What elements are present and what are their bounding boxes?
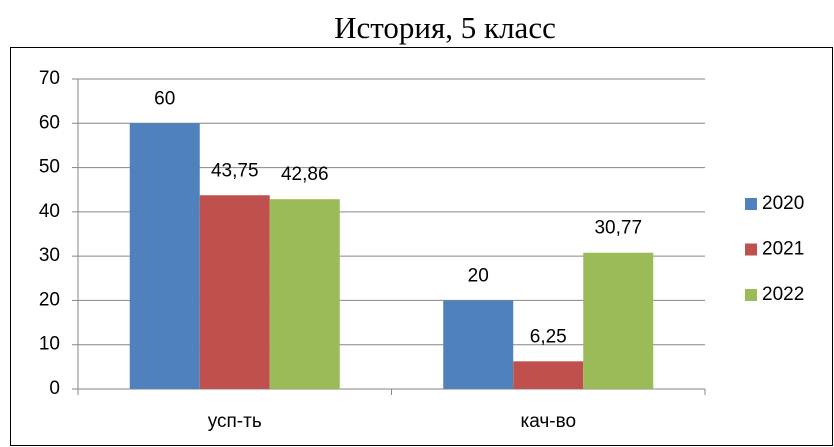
legend-label: 2022 (762, 284, 804, 305)
y-tick-label: 60 (39, 112, 60, 133)
bar (199, 195, 270, 389)
data-label: 30,77 (594, 218, 642, 239)
bar (583, 252, 654, 389)
chart-title: История, 5 класс (334, 10, 556, 45)
y-tick-label: 10 (39, 334, 60, 355)
legend-swatch (745, 289, 757, 301)
data-label: 6,25 (530, 326, 567, 347)
bar (443, 300, 514, 389)
data-label: 42,86 (281, 164, 329, 185)
x-tick-label: усп-ть (208, 411, 262, 432)
legend-swatch (745, 243, 757, 256)
y-tick-label: 50 (39, 157, 60, 178)
y-tick-label: 40 (39, 201, 60, 222)
x-tick-label: кач-во (520, 411, 576, 432)
y-tick-label: 70 (39, 68, 60, 89)
data-label: 43,75 (211, 160, 259, 181)
y-tick-label: 30 (39, 245, 60, 266)
legend-label: 2020 (762, 193, 804, 214)
bar (129, 123, 200, 390)
y-tick-label: 20 (39, 289, 60, 310)
legend-label: 2021 (762, 239, 804, 260)
bar (269, 199, 340, 389)
bar (513, 361, 584, 389)
data-label: 20 (468, 265, 489, 286)
data-label: 60 (154, 88, 175, 109)
legend-swatch (745, 198, 757, 210)
y-tick-label: 0 (49, 378, 60, 399)
